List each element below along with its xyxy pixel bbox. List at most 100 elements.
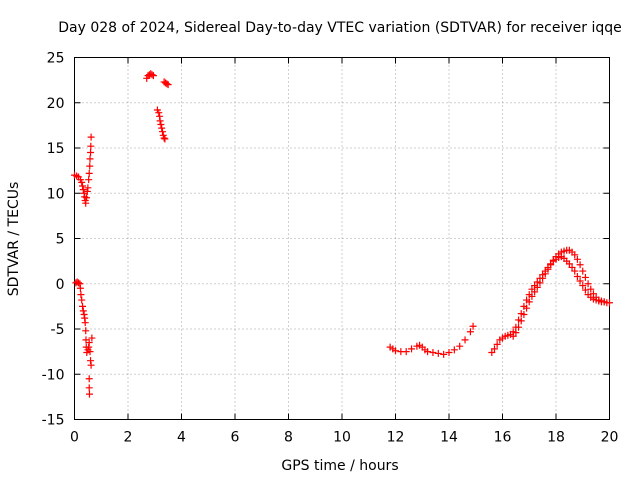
- data-point: [87, 133, 95, 141]
- data-point: [528, 292, 536, 300]
- data-point: [584, 280, 592, 288]
- y-tick-label: 5: [56, 232, 65, 248]
- data-point: [571, 251, 579, 259]
- data-point: [424, 348, 432, 356]
- data-point: [163, 80, 171, 88]
- data-point: [85, 384, 93, 392]
- data-point: [87, 361, 95, 369]
- data-point: [469, 322, 477, 330]
- data-point: [86, 162, 94, 170]
- data-point: [156, 117, 164, 125]
- data-point: [445, 349, 453, 357]
- data-point: [573, 255, 581, 263]
- y-tick-label: 0: [56, 277, 65, 293]
- data-point: [155, 109, 163, 117]
- data-point: [85, 176, 93, 184]
- data-point: [392, 347, 399, 355]
- data-point: [440, 350, 448, 358]
- data-point: [589, 290, 597, 298]
- x-tick-label: 10: [333, 430, 351, 446]
- x-tick-label: 8: [284, 430, 293, 446]
- data-point: [587, 285, 595, 293]
- data-point: [85, 169, 93, 177]
- y-tick-labels: -15 -10 -5 0 5 10 15 20 25: [42, 51, 65, 429]
- data-point: [85, 390, 93, 398]
- grid-lines: [74, 57, 610, 420]
- data-point: [568, 263, 576, 271]
- data-point: [571, 267, 579, 275]
- data-point: [573, 273, 581, 281]
- data-point: [531, 288, 539, 296]
- y-tick-label: 20: [47, 96, 65, 112]
- data-point: [461, 336, 469, 344]
- x-tick-label: 20: [601, 430, 619, 446]
- data-point: [148, 71, 156, 79]
- x-axis-label: GPS time / hours: [281, 458, 398, 474]
- y-tick-label: -5: [51, 322, 65, 338]
- x-tick-label: 0: [70, 430, 79, 446]
- data-point: [579, 282, 587, 290]
- data-point: [509, 332, 517, 340]
- data-point: [159, 128, 167, 136]
- y-tick-label: 25: [47, 51, 65, 67]
- data-point: [77, 291, 85, 299]
- data-point: [581, 273, 589, 281]
- data-point: [490, 345, 498, 353]
- data-point: [85, 339, 93, 347]
- data-point: [515, 323, 523, 331]
- data-point: [87, 149, 95, 157]
- data-point: [160, 134, 168, 142]
- y-axis-label: SDTVAR / TECUs: [6, 182, 22, 297]
- data-point: [86, 348, 94, 356]
- data-point: [579, 267, 587, 275]
- data-point: [79, 307, 87, 315]
- data-point: [565, 260, 573, 268]
- data-point: [82, 199, 90, 207]
- data-point: [79, 186, 87, 194]
- data-point: [81, 319, 89, 327]
- x-tick-label: 18: [547, 430, 565, 446]
- x-tick-label: 6: [231, 430, 240, 446]
- data-point: [541, 270, 549, 278]
- data-point: [76, 284, 84, 292]
- data-point: [408, 345, 416, 353]
- x-tick-labels: 0 2 4 6 8 10 12 14 16 18 20: [70, 430, 618, 446]
- data-point: [533, 283, 541, 291]
- data-point: [576, 261, 584, 269]
- data-point: [85, 375, 93, 383]
- data-point: [79, 302, 87, 310]
- data-point: [581, 286, 589, 294]
- data-point: [466, 328, 474, 336]
- x-tick-label: 16: [494, 430, 512, 446]
- y-tick-label: -15: [42, 413, 65, 429]
- data-point: [549, 256, 557, 264]
- data-point: [75, 279, 83, 287]
- x-tick-label: 4: [177, 430, 186, 446]
- y-tick-label: -10: [42, 367, 65, 383]
- data-point: [429, 349, 437, 357]
- x-tick-label: 2: [124, 430, 133, 446]
- x-tick-label: 14: [440, 430, 458, 446]
- x-tick-label: 12: [387, 430, 405, 446]
- data-point: [547, 261, 555, 269]
- chart-title: Day 028 of 2024, Sidereal Day-to-day VTE…: [58, 20, 622, 36]
- data-point: [576, 277, 584, 285]
- data-point: [488, 349, 496, 357]
- data-point: [536, 279, 544, 287]
- data-points: [71, 70, 613, 398]
- data-point: [525, 298, 533, 306]
- data-point: [87, 142, 95, 150]
- data-point: [78, 296, 86, 304]
- data-point: [82, 327, 90, 335]
- data-point: [493, 340, 501, 348]
- data-point: [164, 81, 172, 89]
- data-point: [157, 120, 165, 128]
- data-point: [523, 304, 531, 312]
- data-point: [83, 194, 91, 202]
- y-tick-label: 10: [47, 186, 65, 202]
- data-point: [512, 329, 520, 337]
- data-point: [539, 274, 547, 282]
- data-point: [158, 124, 166, 132]
- plot-frame: [74, 57, 610, 420]
